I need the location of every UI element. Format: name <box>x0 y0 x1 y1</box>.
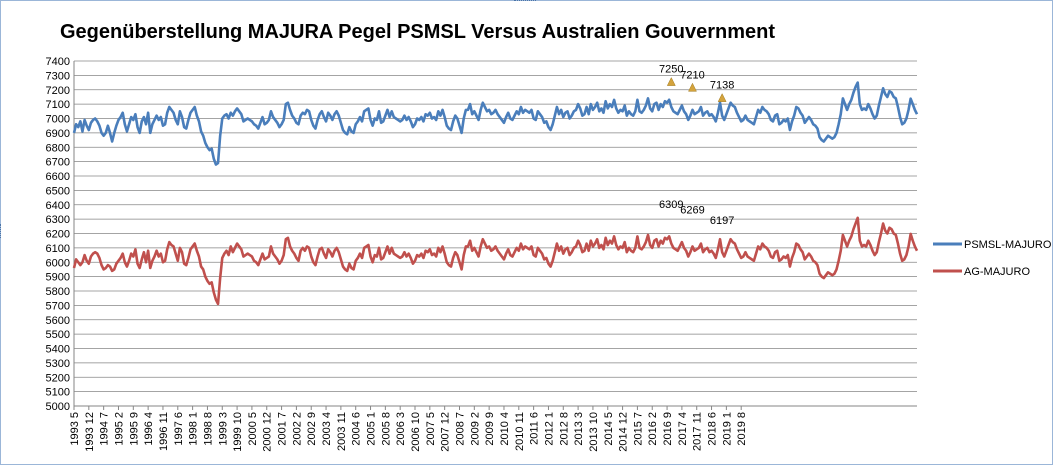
x-tick-label: 1998 1 <box>188 412 200 446</box>
y-tick-label: 6000 <box>46 257 70 269</box>
data-marker <box>688 82 697 92</box>
legend-label: PSMSL-MAJURO <box>964 239 1052 251</box>
series-line-ag-majuro <box>72 216 919 306</box>
x-tick-label: 1995 2 <box>113 412 125 446</box>
x-tick-label: 1998 8 <box>202 412 214 446</box>
y-tick-label: 5800 <box>46 286 70 298</box>
series-lines <box>72 81 919 306</box>
y-tick-label: 7000 <box>46 114 70 126</box>
x-tick-label: 2002 9 <box>306 412 318 446</box>
y-tick-label: 5600 <box>46 315 70 327</box>
data-label: 6269 <box>680 205 704 217</box>
x-tick-label: 2013 3 <box>573 412 585 446</box>
y-tick-label: 6800 <box>46 142 70 154</box>
x-tick-label: 2003 11 <box>336 412 348 451</box>
data-label: 6309 <box>659 199 683 211</box>
x-tick-label: 2003 4 <box>321 412 333 446</box>
x-tick-label: 2005 1 <box>366 412 378 446</box>
x-tick-label: 2000 12 <box>262 412 274 452</box>
y-tick-label: 6100 <box>46 243 70 255</box>
x-tick-label: 2018 6 <box>707 412 719 446</box>
x-tick-label: 1996 11 <box>158 412 170 451</box>
x-tick-label: 2015 7 <box>632 412 644 446</box>
x-tick-label: 2012 8 <box>558 412 570 446</box>
x-tick-label: 1994 7 <box>99 412 111 446</box>
x-tick-label: 1997 6 <box>173 412 185 446</box>
legend-label: AG-MAJURO <box>964 266 1030 278</box>
x-tick-label: 2014 12 <box>618 412 630 452</box>
x-tick-label: 2010 11 <box>514 412 526 451</box>
x-tick-label: 1993 12 <box>84 412 96 452</box>
y-tick-label: 7100 <box>46 99 70 111</box>
data-label: 7250 <box>659 64 683 76</box>
x-tick-label: 2009 9 <box>484 412 496 446</box>
legend: PSMSL-MAJURO AG-MAJURO <box>933 239 1052 278</box>
x-tick-label: 2004 6 <box>351 412 363 446</box>
y-tick-label: 6900 <box>46 128 70 140</box>
y-tick-label: 6200 <box>46 229 70 241</box>
y-tick-label: 7200 <box>46 85 70 97</box>
x-tick-label: 2011 6 <box>529 412 541 445</box>
x-tick-label: 2019 1 <box>721 412 733 446</box>
x-tick-label: 2016 2 <box>647 412 659 446</box>
data-label: 6197 <box>710 215 734 227</box>
x-tick-label: 2007 5 <box>425 412 437 446</box>
data-label: 7138 <box>710 80 734 92</box>
y-tick-label: 6300 <box>46 214 70 226</box>
y-tick-label: 5900 <box>46 272 70 284</box>
y-tick-label: 6700 <box>46 157 70 169</box>
x-tick-label: 2007 12 <box>440 412 452 452</box>
x-tick-label: 1999 10 <box>232 412 244 452</box>
x-tick-label: 2006 3 <box>395 412 407 446</box>
x-tick-label: 2013 10 <box>588 412 600 452</box>
x-tick-label: 1999 3 <box>217 412 229 446</box>
x-tick-label: 2001 7 <box>277 412 289 446</box>
y-tick-label: 7400 <box>46 56 70 68</box>
y-tick-label: 5200 <box>46 372 70 384</box>
y-tick-label: 5300 <box>46 358 70 370</box>
x-tick-label: 1996 4 <box>143 412 155 446</box>
x-tick-label: 2009 2 <box>469 412 481 446</box>
x-tick-label: 1993 5 <box>69 412 81 446</box>
series-line-psmsl-majuro <box>72 81 919 166</box>
y-tick-label: 6500 <box>46 185 70 197</box>
y-tick-label: 6400 <box>46 200 70 212</box>
x-tick-label: 2016 9 <box>662 412 674 446</box>
chart-title: Gegenüberstellung MAJURA Pegel PSMSL Ver… <box>60 21 775 43</box>
x-tick-label: 1995 9 <box>128 412 140 446</box>
y-tick-label: 5700 <box>46 300 70 312</box>
data-label: 7210 <box>680 69 704 81</box>
x-tick-label: 2012 1 <box>543 412 555 446</box>
y-tick-label: 5500 <box>46 329 70 341</box>
resize-handle-left[interactable] <box>0 224 4 238</box>
x-tick-label: 2017 11 <box>692 412 704 451</box>
y-tick-label: 5100 <box>46 387 70 399</box>
y-tick-label: 5400 <box>46 344 70 356</box>
x-tick-label: 2014 5 <box>603 412 615 446</box>
y-tick-label: 7300 <box>46 70 70 82</box>
x-tick-label: 2002 2 <box>291 412 303 446</box>
data-marker <box>717 93 727 102</box>
x-tick-label: 2008 7 <box>454 412 466 446</box>
x-tick-label: 2019 8 <box>736 412 748 446</box>
data-marker <box>666 77 676 86</box>
x-tick-label: 2010 4 <box>499 412 511 446</box>
axes: 5000 5100 5200 5300 5400 5500 5600 5700 5800 5900… <box>46 56 917 452</box>
y-tick-label: 5000 <box>46 401 70 413</box>
x-tick-label: 2017 4 <box>677 412 689 446</box>
resize-handle-top[interactable] <box>514 0 536 4</box>
x-tick-label: 2000 5 <box>247 412 259 446</box>
y-tick-label: 6600 <box>46 171 70 183</box>
x-tick-label: 2006 10 <box>410 412 422 452</box>
x-tick-label: 2005 8 <box>380 412 392 446</box>
